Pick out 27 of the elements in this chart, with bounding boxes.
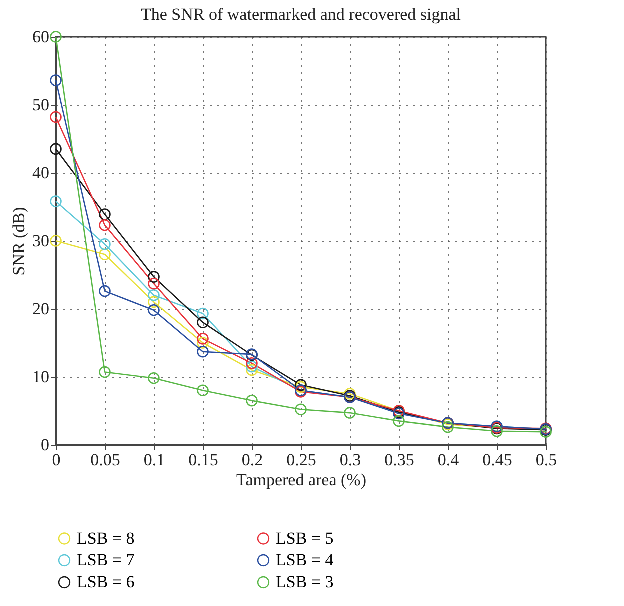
x-tick-label: 0.3 <box>340 450 362 470</box>
legend-label: LSB = 8 <box>77 528 135 548</box>
y-tick-label: 50 <box>32 96 50 114</box>
y-tick-label: 0 <box>41 436 50 454</box>
x-axis-title: Tampered area (%) <box>236 470 366 490</box>
x-tick-label: 0.1 <box>144 450 166 470</box>
x-tick-label: 0.2 <box>242 450 264 470</box>
legend-label: LSB = 4 <box>276 550 334 570</box>
x-tick-label: 0.4 <box>438 450 460 470</box>
x-tick-label: 0.5 <box>536 450 558 470</box>
legend-label: LSB = 5 <box>276 528 334 548</box>
x-tick-label: 0.15 <box>188 450 218 470</box>
x-tick-label: 0.25 <box>286 450 316 470</box>
y-tick-label: 40 <box>32 164 50 182</box>
y-tick-label: 30 <box>32 232 50 250</box>
x-tick-label: 0.45 <box>482 450 512 470</box>
legend-label: LSB = 6 <box>77 572 135 592</box>
legend-label: LSB = 3 <box>276 572 334 592</box>
legend-label: LSB = 7 <box>77 550 136 570</box>
x-tick-label: 0.35 <box>384 450 414 470</box>
x-tick-label: 0 <box>52 450 61 470</box>
x-tick-label: 0.05 <box>90 450 120 470</box>
y-axis-title: SNR (dB) <box>10 207 28 276</box>
y-tick-label: 60 <box>32 28 50 46</box>
chart-title: The SNR of watermarked and recovered signal <box>140 5 462 24</box>
y-tick-label: 10 <box>32 368 50 386</box>
y-tick-label: 20 <box>32 300 50 318</box>
